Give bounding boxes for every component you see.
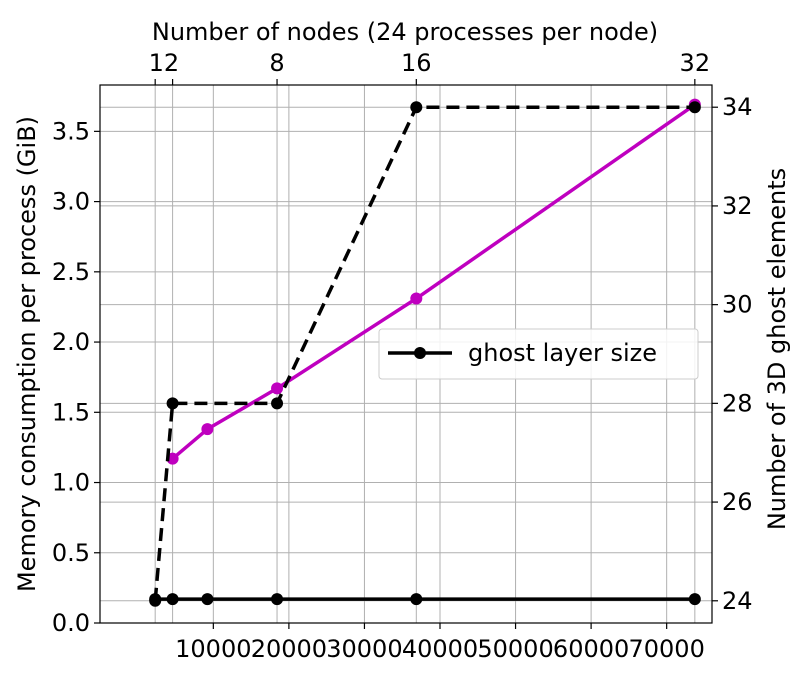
x-tick-label-3: 40000	[402, 635, 478, 663]
series-1-point-5	[688, 593, 701, 606]
x-tick-label-0: 10000	[175, 635, 251, 663]
yl-tick-label-6: 3.0	[52, 188, 90, 216]
series-2-point-1	[166, 397, 179, 410]
top-tick-label-3: 16	[401, 49, 432, 77]
top-axis-label: Number of nodes (24 processes per node)	[152, 18, 658, 46]
yl-tick-label-7: 3.5	[52, 117, 90, 145]
yl-tick-label-3: 1.5	[52, 398, 90, 426]
yr-tick-label-4: 32	[722, 192, 753, 220]
yl-tick-label-2: 1.0	[52, 469, 90, 497]
series-0-point-2	[271, 382, 284, 395]
series-0-point-1	[201, 423, 214, 436]
x-tick-label-5: 60000	[553, 635, 629, 663]
series-1-point-4	[410, 593, 423, 606]
x-tick-label-2: 30000	[326, 635, 402, 663]
x-tick-label-4: 50000	[477, 635, 553, 663]
yr-tick-label-2: 28	[722, 389, 753, 417]
yr-tick-label-1: 26	[722, 488, 753, 516]
x-tick-label-1: 20000	[251, 635, 327, 663]
x-tick-label-6: 70000	[628, 635, 704, 663]
yr-tick-label-3: 30	[722, 291, 753, 319]
series-2-point-4	[688, 101, 701, 114]
series-1-point-2	[201, 593, 214, 606]
right-axis-label: Number of 3D ghost elements	[763, 168, 791, 530]
series-2-point-0	[149, 594, 162, 607]
legend: ghost layer size	[378, 328, 699, 380]
series-1-point-1	[166, 593, 179, 606]
series-0-point-3	[410, 292, 423, 305]
top-tick-label-overlap: 12	[149, 49, 180, 77]
yl-tick-label-0: 0.0	[52, 609, 90, 637]
yl-tick-label-1: 0.5	[52, 539, 90, 567]
yr-tick-label-0: 24	[722, 587, 753, 615]
series-2-point-3	[410, 101, 423, 114]
series-line-0	[171, 103, 696, 460]
left-axis-label: Memory consumption per process (GiB)	[13, 116, 41, 592]
legend-entry-ghost-layer-size: ghost layer size	[468, 339, 657, 367]
top-tick-label-2: 8	[269, 49, 284, 77]
series-1-point-3	[271, 593, 284, 606]
legend-box	[378, 328, 699, 380]
legend-marker	[414, 347, 426, 359]
yl-tick-label-4: 2.0	[52, 328, 90, 356]
ticks-group: 10000 20000 30000 40000 50000 60000 70000 0.0 0.…	[52, 49, 753, 663]
top-tick-label-4: 32	[680, 49, 711, 77]
series-group	[149, 98, 701, 607]
series-2-point-2	[271, 397, 284, 410]
yr-tick-label-5: 34	[722, 93, 753, 121]
plot-frame	[99, 84, 713, 624]
yl-tick-label-5: 2.5	[52, 258, 90, 286]
